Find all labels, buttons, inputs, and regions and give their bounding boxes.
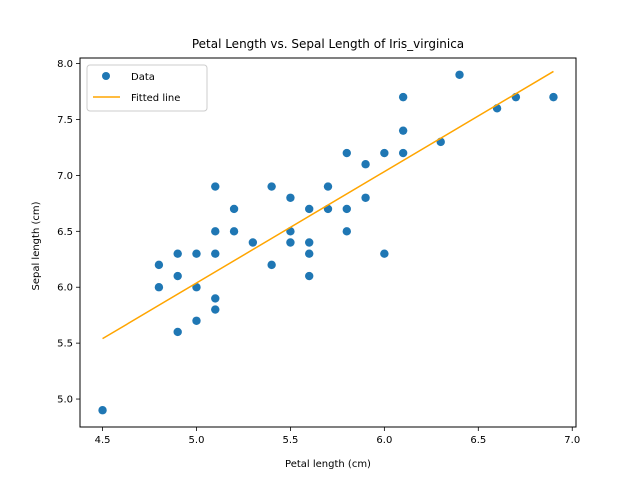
y-axis-label: Sepal length (cm)	[31, 201, 42, 290]
data-point	[211, 305, 220, 314]
x-axis-label: Petal length (cm)	[285, 459, 371, 470]
data-point	[173, 249, 182, 258]
y-tick-label: 7.0	[57, 171, 73, 182]
data-point	[286, 238, 295, 247]
chart-title: Petal Length vs. Sepal Length of Iris_vi…	[192, 37, 464, 51]
data-point	[286, 193, 295, 202]
x-tick-label: 5.5	[282, 435, 298, 446]
data-point	[342, 148, 351, 158]
x-tick-label: 4.5	[95, 435, 111, 446]
data-point	[380, 249, 389, 258]
data-point	[342, 204, 351, 214]
legend-marker-data	[102, 72, 110, 80]
data-point	[192, 249, 201, 258]
y-tick-label: 6.5	[57, 227, 73, 238]
plot-frame	[79, 57, 577, 428]
data-point	[305, 238, 314, 247]
x-tick-label: 5.0	[189, 435, 205, 446]
data-point	[192, 316, 201, 325]
x-tick-label: 6.0	[376, 435, 392, 446]
data-point	[229, 204, 239, 214]
data-point	[211, 182, 220, 191]
data-point	[211, 294, 220, 303]
legend-label-fitted-line: Fitted line	[131, 93, 180, 104]
x-tick-label: 6.5	[470, 435, 486, 446]
fitted-line	[102, 70, 554, 340]
data-point	[229, 227, 239, 236]
data-point	[154, 260, 164, 270]
data-point	[173, 271, 182, 281]
legend-box	[86, 64, 208, 112]
data-point	[211, 249, 220, 258]
data-point	[248, 238, 258, 247]
y-axis: 5.0 5.5 6.0 6.5 7.0 7.5 8.0	[57, 59, 80, 406]
data-point	[305, 204, 314, 214]
y-tick-label: 6.0	[57, 283, 73, 294]
y-tick-label: 5.0	[57, 395, 73, 406]
data-point	[305, 249, 314, 258]
x-axis: 4.5 5.0 5.5 6.0 6.5 7.0	[95, 427, 580, 446]
data-point	[98, 406, 107, 415]
y-tick-label: 5.5	[57, 339, 73, 350]
data-point	[361, 160, 370, 169]
data-point	[361, 193, 370, 202]
data-point	[211, 227, 220, 236]
data-point	[380, 148, 389, 158]
legend: Data Fitted line	[86, 64, 208, 112]
data-point	[267, 260, 276, 270]
data-point	[398, 92, 408, 102]
data-point	[549, 92, 558, 102]
legend-label-data: Data	[131, 72, 155, 83]
data-point	[342, 227, 351, 236]
data-point	[398, 148, 408, 158]
y-tick-label: 8.0	[57, 59, 73, 70]
x-tick-label: 7.0	[564, 435, 580, 446]
y-tick-label: 7.5	[57, 115, 73, 126]
data-point	[192, 283, 201, 292]
data-point	[173, 327, 182, 337]
plot-area	[98, 70, 558, 415]
data-point	[267, 182, 276, 191]
data-point	[154, 283, 164, 292]
data-point	[398, 126, 408, 135]
data-point	[323, 182, 333, 191]
data-point	[305, 271, 314, 281]
data-point	[455, 70, 464, 79]
